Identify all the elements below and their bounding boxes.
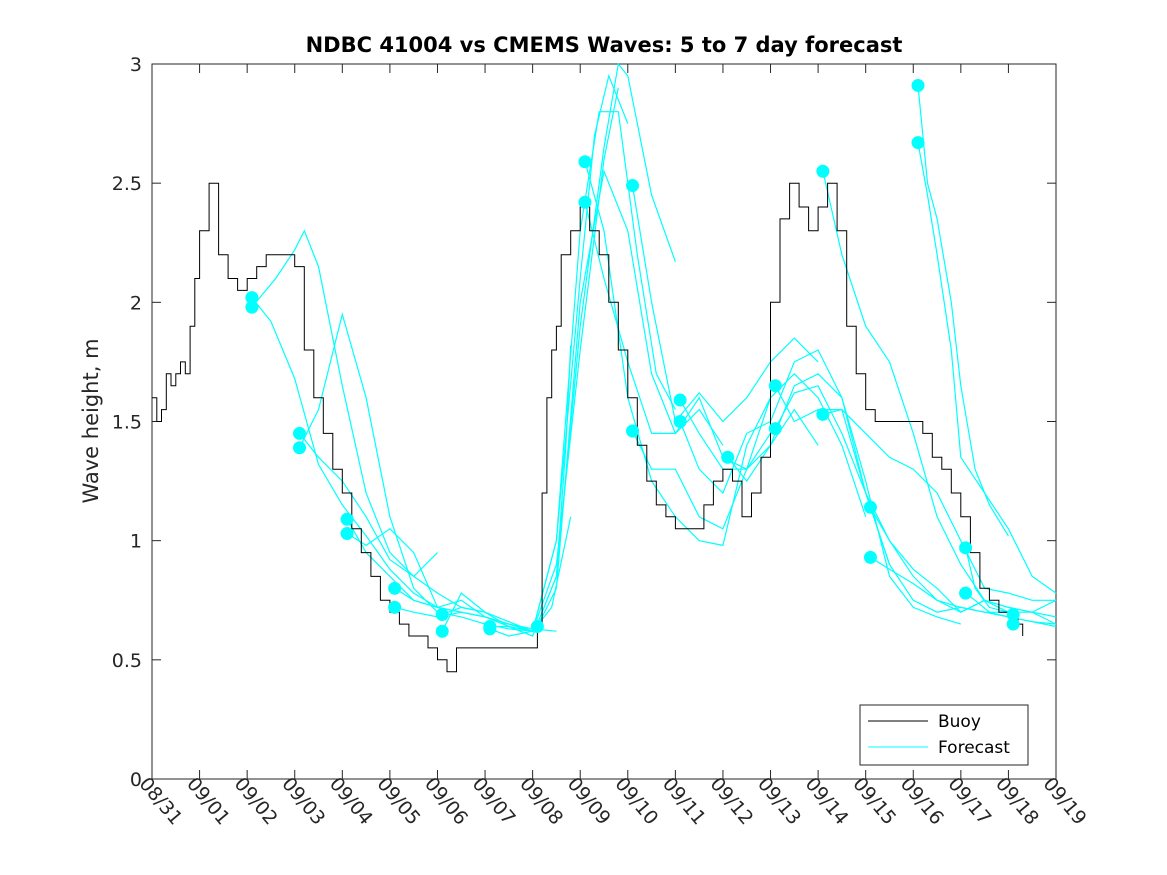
legend: Buoy Forecast	[859, 704, 1029, 766]
forecast-marker	[530, 619, 544, 633]
y-tick-label: 3	[130, 54, 142, 76]
forecast-marker	[626, 424, 640, 438]
forecast-marker	[245, 300, 259, 314]
forecast-marker	[578, 155, 592, 169]
forecast-marker	[340, 527, 354, 541]
legend-box	[859, 704, 1029, 766]
forecast-marker	[578, 195, 592, 209]
forecast-line	[822, 408, 1056, 601]
forecast-marker	[483, 622, 497, 636]
forecast-marker	[911, 136, 925, 150]
forecast-line	[251, 229, 438, 578]
forecast-marker	[863, 550, 877, 564]
y-tick-label: 1.5	[112, 412, 142, 434]
y-tick-label: 2	[130, 292, 142, 314]
forecast-marker	[768, 422, 782, 436]
y-tick-label: 0	[130, 769, 142, 791]
forecast-line	[917, 85, 1009, 537]
plot-area	[152, 62, 1057, 673]
forecast-marker	[959, 586, 973, 600]
forecast-marker	[816, 407, 830, 421]
forecast-marker	[959, 541, 973, 555]
forecast-line	[489, 111, 676, 637]
y-axis-label: Wave height, m	[79, 338, 103, 503]
forecast-marker	[245, 291, 259, 305]
forecast-line	[394, 345, 572, 637]
buoy-line	[152, 182, 1024, 673]
forecast-marker	[863, 500, 877, 514]
forecast-line	[536, 169, 724, 627]
forecast-marker	[292, 441, 306, 455]
chart-title: NDBC 41004 vs CMEMS Waves: 5 to 7 day fo…	[306, 33, 903, 57]
forecast-marker	[816, 164, 830, 178]
forecast-marker	[673, 393, 687, 407]
y-tick-label: 2.5	[112, 173, 142, 195]
forecast-marker	[673, 415, 687, 428]
forecast-line	[251, 297, 438, 608]
legend-buoy-label: Buoy	[938, 712, 981, 732]
forecast-marker	[768, 379, 782, 393]
forecast-line	[584, 202, 771, 470]
forecast-marker	[626, 179, 640, 193]
forecast-line	[631, 408, 819, 530]
forecast-marker	[435, 608, 449, 622]
forecast-marker	[911, 78, 925, 92]
forecast-marker	[721, 450, 735, 464]
y-tick-label: 0.5	[112, 650, 142, 672]
forecast-marker	[1006, 617, 1020, 631]
y-tick-label: 1	[130, 531, 142, 553]
forecast-line	[679, 349, 891, 565]
forecast-marker	[435, 624, 449, 638]
forecast-marker	[388, 581, 402, 595]
forecast-marker	[340, 512, 354, 526]
legend-forecast-label: Forecast	[938, 738, 1010, 758]
forecast-marker	[1006, 608, 1020, 622]
forecast-line	[965, 592, 1057, 628]
forecast-line	[917, 142, 1057, 594]
forecast-marker	[388, 600, 402, 614]
forecast-line	[631, 185, 819, 423]
forecast-marker	[292, 426, 306, 440]
